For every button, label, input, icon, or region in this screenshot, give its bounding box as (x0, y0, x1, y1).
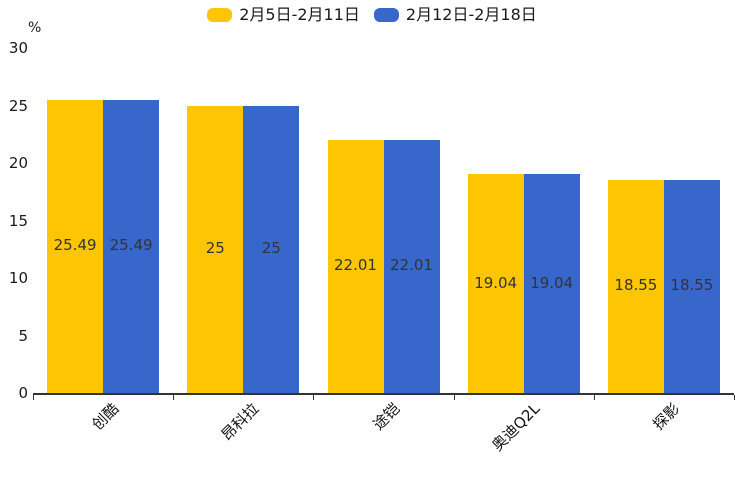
x-axis-line (33, 393, 734, 395)
bar-series0-奥迪Q2L[interactable]: 19.04 (467, 174, 524, 393)
legend-swatch-icon (373, 8, 399, 22)
bar-value-label: 25 (261, 239, 281, 258)
x-category-label: 途铠 (368, 399, 403, 434)
bar-value-label: 18.55 (670, 276, 714, 295)
bar-series1-创酷[interactable]: 25.49 (103, 99, 160, 393)
bar-series1-途铠[interactable]: 22.01 (383, 139, 440, 393)
x-axis-tick (593, 395, 595, 400)
bar-value-label: 19.04 (530, 273, 574, 292)
bar-value-label: 18.55 (614, 276, 658, 295)
y-tick-label: 10 (8, 269, 28, 287)
y-tick-label: 0 (18, 384, 28, 402)
y-axis-unit-label: % (28, 20, 42, 36)
y-tick-label: 30 (8, 39, 28, 57)
x-category-label: 探影 (649, 399, 684, 434)
x-category-label: 创酷 (88, 399, 123, 434)
bar-series0-创酷[interactable]: 25.49 (47, 99, 104, 393)
y-tick-label: 25 (8, 96, 28, 115)
legend-item-0[interactable]: 2月5日-2月11日 (207, 7, 360, 23)
x-category-label: 昂科拉 (218, 399, 263, 445)
bar-value-label: 25 (205, 239, 225, 258)
legend: 2月5日-2月11日 2月12日-2月18日 (0, 7, 744, 23)
legend-swatch-icon (207, 8, 233, 22)
bar-value-label: 22.01 (390, 256, 433, 275)
legend-item-1[interactable]: 2月12日-2月18日 (373, 5, 537, 24)
bar-value-label: 25.49 (109, 236, 153, 255)
bar-series0-昂科拉[interactable]: 25 (187, 105, 244, 393)
legend-label: 2月12日-2月18日 (405, 5, 537, 24)
legend-label: 2月5日-2月11日 (239, 5, 360, 24)
y-tick-label: 15 (8, 211, 28, 230)
bar-series0-途铠[interactable]: 22.01 (327, 139, 384, 393)
bar-value-label: 19.04 (474, 273, 518, 292)
y-tick-label: 20 (8, 154, 28, 172)
bar-series0-探影[interactable]: 18.55 (607, 179, 664, 393)
x-axis-tick (453, 395, 455, 400)
y-tick-label: 5 (18, 326, 28, 345)
bar-series1-奥迪Q2L[interactable]: 19.04 (523, 174, 580, 393)
bar-value-label: 25.49 (53, 236, 97, 255)
bar-value-label: 22.01 (334, 256, 377, 275)
bar-series1-昂科拉[interactable]: 25 (243, 105, 300, 393)
x-category-label: 奥迪Q2L (488, 399, 544, 455)
bar-series1-探影[interactable]: 18.55 (663, 179, 720, 393)
x-axis-tick (173, 395, 175, 400)
x-axis-tick (33, 395, 34, 400)
x-axis-tick (734, 395, 735, 400)
x-axis-tick (313, 395, 315, 400)
